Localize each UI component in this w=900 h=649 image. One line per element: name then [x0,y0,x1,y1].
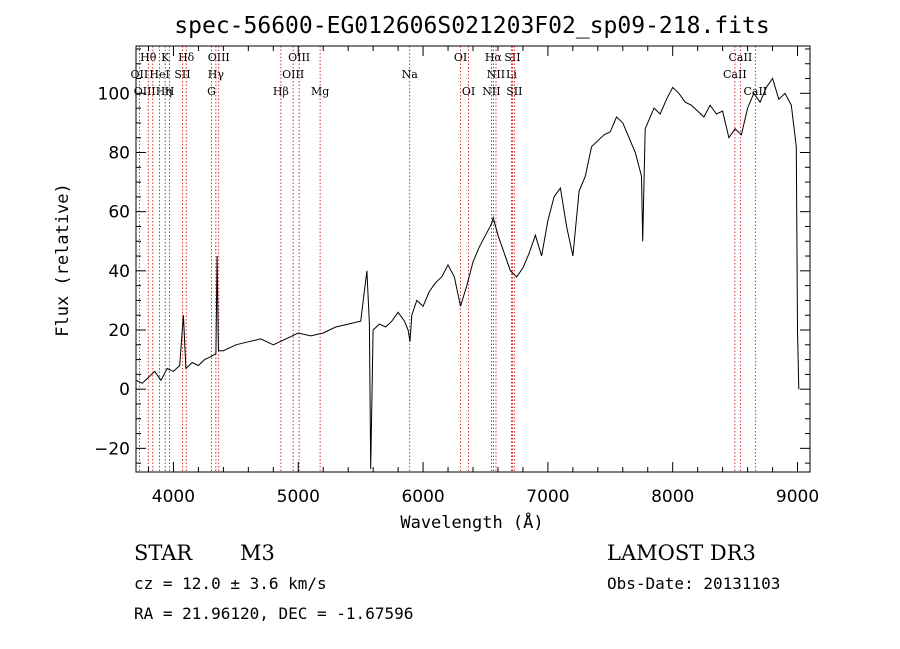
line-label-4: HeI [149,68,169,81]
line-label-13: OIII [282,68,304,81]
sky-coordinates: RA = 21.96120, DEC = -1.67596 [134,604,413,623]
line-label-19: SII [504,51,520,64]
x-tick-label-2: 6000 [401,487,444,507]
x-axis-label: Wavelength (Å) [400,511,543,533]
x-tick-label-1: 5000 [277,487,320,507]
line-label-16: OI [454,51,467,64]
line-label-3: K [161,51,170,64]
line-label-21: Li [506,68,517,81]
y-tick-label-1: 0 [119,380,130,400]
line-label-12: OIII [288,51,310,64]
y-tick-label-4: 60 [108,203,130,223]
line-label-17: OI [462,85,475,98]
x-tick-label-3: 7000 [526,487,569,507]
x-tick-label-5: 9000 [776,487,819,507]
line-label-14: Mg [311,85,329,98]
y-axis-ticks: −20 0 20 40 60 80 100 [94,48,810,464]
survey-name: LAMOST DR3 [607,541,756,565]
line-label-18: Hα [485,51,503,64]
y-tick-label-3: 40 [108,262,130,282]
line-label-7: SII [174,68,190,81]
flux-series-line [135,77,800,470]
x-tick-label-4: 8000 [651,487,694,507]
line-label-9: Hγ [208,68,225,81]
y-tick-label-2: 20 [108,321,130,341]
line-label-2: OIIIHη [134,85,172,98]
x-tick-label-0: 4000 [152,487,195,507]
object-class: STAR [134,541,193,565]
line-label-5: H [165,85,175,98]
y-tick-label-5: 80 [108,144,130,164]
line-label-23: SII [506,85,522,98]
line-label-11: Hβ [273,85,289,98]
line-label-0: Hθ [140,51,157,64]
line-label-20: NII [487,68,505,81]
line-label-1: OII [131,68,149,81]
line-label-24: CaII [729,51,753,64]
x-axis-ticks: 4000 5000 6000 7000 8000 9000 [147,46,819,507]
line-label-15: Na [402,68,419,81]
object-subclass: M3 [240,541,275,565]
y-axis-label: Flux (relative) [53,183,73,337]
chart-title: spec-56600-EG012606S021203F02_sp09-218.f… [174,13,769,39]
line-label-25: CaII [723,68,747,81]
line-label-6: Hδ [178,51,195,64]
plot-frame [135,45,811,473]
spectral-line-markers: Hθ OII OIIIHη K HeI H Hδ SII OIII Hγ G Hβ OIII OIII Mg… [131,46,767,472]
y-tick-label-0: −20 [94,439,130,459]
y-tick-label-6: 100 [98,84,130,104]
line-label-26: CaII [743,85,767,98]
redshift-velocity: cz = 12.0 ± 3.6 km/s [134,574,327,593]
line-label-22: NII [482,85,500,98]
line-label-8: OIII [208,51,230,64]
line-label-10: G [207,85,216,98]
observation-date: Obs-Date: 20131103 [607,574,780,593]
